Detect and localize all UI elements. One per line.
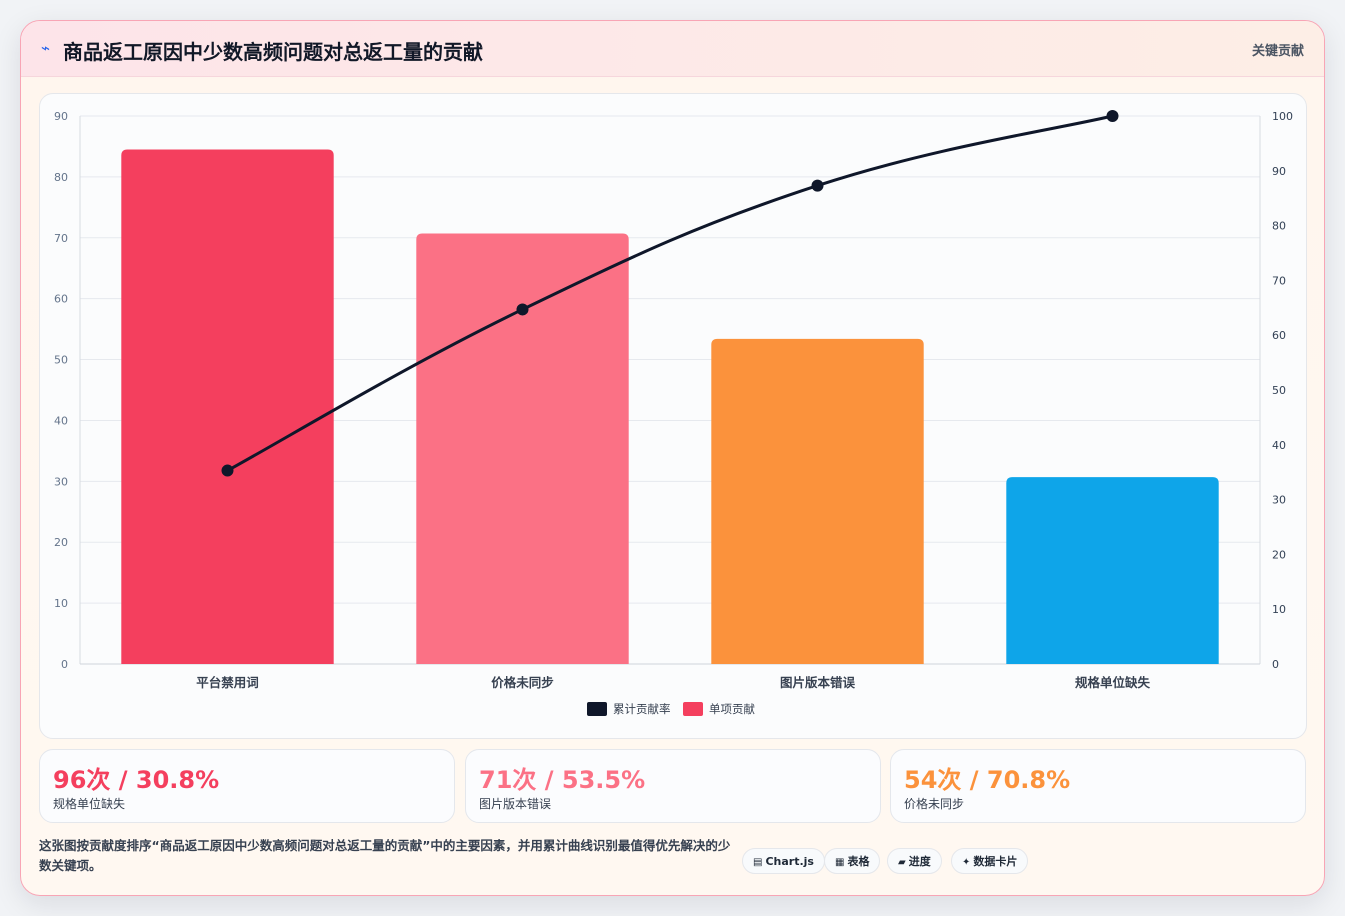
kpi-label: 规格单位缺失 [53,797,126,811]
x-tick-label: 规格单位缺失 [1075,675,1151,690]
chart-title: 商品返工原因中少数高频问题对总返工量的贡献 [63,40,483,64]
chip-data-card[interactable]: ✦ 数据卡片 [951,848,1029,874]
chart-icon: ▤ [753,857,763,868]
chip-label: 数据卡片 [973,855,1018,868]
card-icon: ✦ [962,857,971,868]
y-left-tick-label: 10 [54,597,68,610]
progress-icon: ▰ [898,857,906,868]
y-right-tick-label: 100 [1272,110,1293,123]
chip-label: 进度 [908,855,931,868]
bar [1006,477,1219,664]
chip-label: Chart.js [765,855,814,868]
kpi-label: 图片版本错误 [479,797,552,811]
spark-icon: ⌁ [41,39,51,57]
legend-label: 累计贡献率 [613,702,671,716]
y-right-tick-label: 90 [1272,165,1286,178]
y-right-tick-label: 60 [1272,329,1286,342]
kpi-card: 54次 / 70.8% 价格未同步 [890,749,1306,823]
chart-panel: 0 10 20 30 40 50 60 70 80 90 0 10 20 30 40 50 60 70 80 90 10… [39,93,1307,739]
y-right-tick-label: 30 [1272,494,1286,507]
chip-progress[interactable]: ▰ 进度 [887,848,942,874]
y-right-tick-label: 50 [1272,384,1286,397]
line-point [811,179,824,192]
kpi-label: 价格未同步 [904,797,965,811]
y-left-tick-label: 60 [54,293,68,306]
y-right-tick-label: 10 [1272,603,1286,616]
table-icon: ▦ [835,857,845,868]
legend-swatch-line [587,702,607,716]
x-tick-label: 平台禁用词 [196,675,259,690]
header-tag: 关键贡献 [1251,44,1304,59]
card-header: ⌁ 商品返工原因中少数高频问题对总返工量的贡献 关键贡献 [21,21,1324,77]
y-left-tick-label: 40 [54,414,68,427]
line-point [1106,110,1119,122]
y-left-tick-label: 50 [54,354,68,367]
bar [711,338,924,664]
legend-label: 单项贡献 [709,702,755,716]
y-right-tick-label: 20 [1272,548,1286,561]
kpi-value: 96次 / 30.8% [53,766,220,794]
y-right-tick-label: 80 [1272,220,1286,233]
kpi-row: 96次 / 30.8% 规格单位缺失 71次 / 53.5% 图片版本错误 54… [39,749,1306,823]
bar [416,233,629,664]
x-tick-label: 价格未同步 [491,675,554,690]
chart-description: 这张图按贡献度排序“商品返工原因中少数高频问题对总返工量的贡献”中的主要因素，并… [39,838,731,873]
line-point [221,464,234,477]
x-tick-label: 图片版本错误 [780,675,856,690]
report-card: ⌁ 商品返工原因中少数高频问题对总返工量的贡献 关键贡献 0 10 20 30 40 50… [20,20,1325,896]
y-right-tick-label: 0 [1272,658,1279,671]
legend-swatch-bar [683,702,703,716]
y-right-tick-label: 40 [1272,439,1286,452]
y-left-tick-label: 30 [54,475,68,488]
kpi-card: 96次 / 30.8% 规格单位缺失 [39,749,455,823]
chip-chartjs[interactable]: ▤ Chart.js [742,848,825,874]
cumulative-line [226,114,1113,472]
y-left-tick-label: 90 [54,110,68,123]
y-left-tick-label: 70 [54,232,68,245]
y-left-tick-label: 20 [54,536,68,549]
bar [121,149,334,664]
kpi-value: 54次 / 70.8% [904,766,1071,794]
kpi-value: 71次 / 53.5% [479,766,646,794]
line-point [516,303,529,316]
chip-table[interactable]: ▦ 表格 [824,848,881,874]
kpi-card: 71次 / 53.5% 图片版本错误 [465,749,881,823]
y-left-tick-label: 80 [54,171,68,184]
y-right-tick-label: 70 [1272,274,1286,287]
y-left-tick-label: 0 [61,658,68,671]
chip-label: 表格 [847,855,870,868]
pareto-chart: 0 10 20 30 40 50 60 70 80 90 0 10 20 30 40 50 60 70 80 90 10… [54,110,1293,716]
